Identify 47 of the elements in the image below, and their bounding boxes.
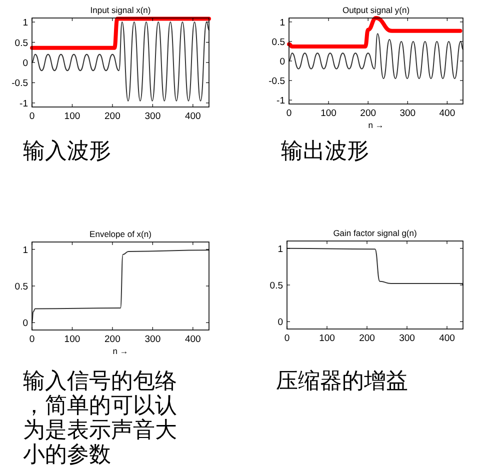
line-series	[287, 16, 462, 49]
line-series	[32, 250, 210, 324]
x-tick-label: 100	[319, 333, 335, 344]
x-tick-label: 300	[400, 108, 416, 119]
y-tick-label: -1	[276, 96, 285, 107]
x-axis-title: n →	[112, 346, 128, 356]
y-tick-label: 0.5	[272, 36, 285, 48]
x-tick-label: 200	[360, 108, 376, 119]
y-tick-label: 0	[22, 318, 28, 330]
y-tick-label: -0.5	[268, 76, 285, 88]
y-tick-label: 1	[22, 244, 28, 256]
y-tick-label: 0	[280, 56, 285, 68]
y-tick-label: 0	[278, 317, 283, 328]
y-tick-label: 0.5	[14, 282, 28, 292]
y-tick-label: 0	[22, 58, 28, 69]
line-series	[288, 33, 464, 80]
x-tick-label: 100	[320, 108, 336, 119]
x-tick-label: 200	[104, 334, 120, 345]
x-tick-label: 100	[64, 334, 80, 345]
text: 压缩器的增益	[276, 368, 408, 393]
text: 输入波形	[23, 138, 111, 163]
text: 输入信号的包络，简单的可以认为是表示声音大小的参数	[23, 368, 177, 466]
x-tick-label: 400	[439, 333, 455, 344]
x-tick-label: 200	[104, 111, 120, 122]
y-tick-label: 1	[22, 18, 28, 29]
line-series	[32, 22, 210, 102]
x-tick-label: 300	[399, 333, 415, 344]
chart-title: Gain factor signal g(n)	[333, 228, 417, 238]
x-tick-label: 200	[359, 333, 375, 344]
y-tick-label: 0.5	[14, 38, 28, 49]
chart-title: Input signal x(n)	[90, 5, 151, 15]
x-tick-label: 300	[144, 334, 161, 345]
x-tick-label: 400	[184, 334, 201, 345]
y-tick-label: 1	[278, 244, 283, 255]
x-tick-label: 100	[64, 111, 80, 122]
x-axis-title: n →	[368, 120, 384, 130]
y-tick-label: -0.5	[12, 78, 28, 90]
y-tick-label: 1	[280, 17, 285, 28]
chart-title: Envelope of x(n)	[90, 229, 152, 239]
chart-title: Output signal y(n)	[342, 5, 410, 15]
x-tick-label: 400	[439, 108, 456, 119]
y-tick-label: 0.5	[270, 280, 283, 292]
x-tick-label: 300	[144, 111, 161, 122]
line-series	[286, 248, 464, 286]
x-tick-label: 400	[184, 111, 201, 122]
y-tick-label: -1	[20, 98, 28, 110]
text: 输出波形	[281, 138, 369, 163]
